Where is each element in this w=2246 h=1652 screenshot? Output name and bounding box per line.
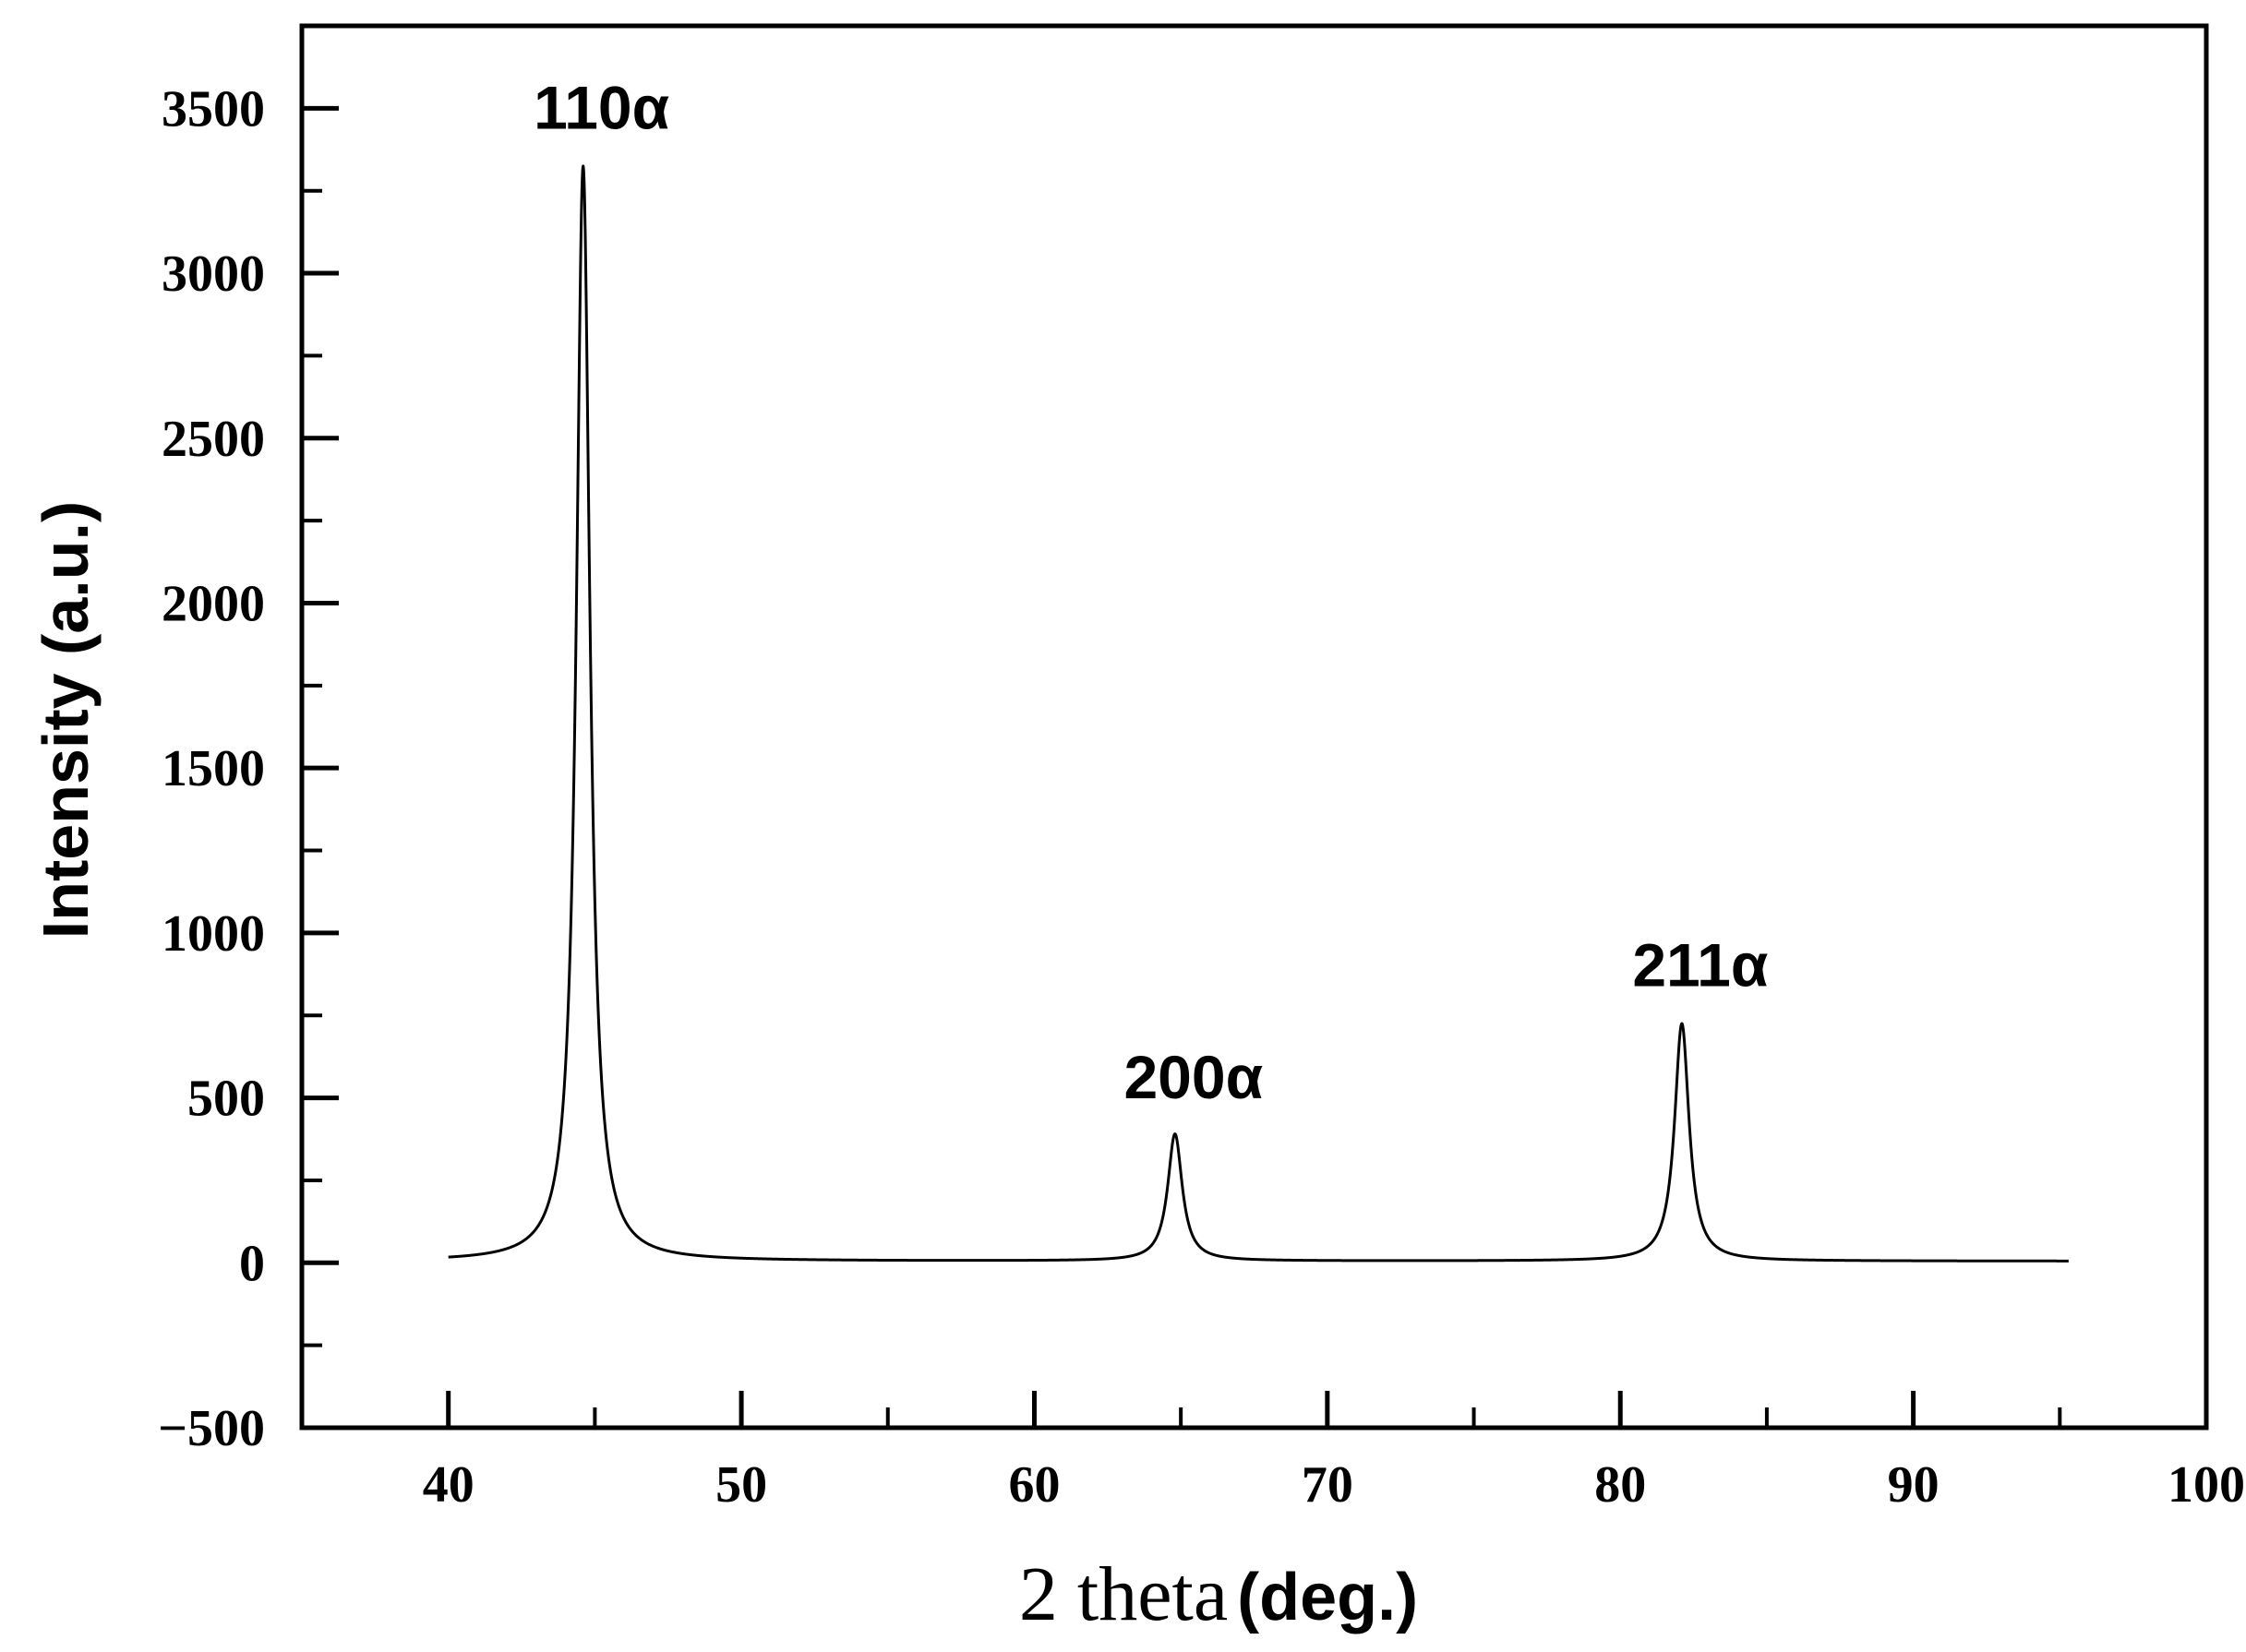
peak-annotation: 110α [534, 73, 669, 141]
x-axis-ticks: 40 50 60 70 80 90 100 [423, 1391, 2245, 1514]
y-axis-label: Intensity (a.u.) [30, 501, 102, 939]
y-tick-label: 1000 [162, 905, 265, 963]
x-axis-label: 2 theta (deg.) [1019, 1551, 1418, 1637]
y-tick-label: 500 [187, 1071, 265, 1128]
y-axis-ticks: −500 0 500 1000 1500 2000 2500 3000 3500 [158, 80, 339, 1457]
plot-frame [299, 23, 2209, 1431]
x-tick-label: 70 [1302, 1456, 1353, 1514]
y-tick-label: 2000 [162, 575, 265, 632]
y-tick-label: 1500 [162, 740, 265, 797]
x-tick-label: 60 [1008, 1456, 1060, 1514]
peak-annotation: 211α [1632, 931, 1768, 1000]
x-tick-label: 40 [423, 1456, 474, 1514]
y-tick-label: 2500 [162, 411, 265, 468]
x-axis-label-unit: (deg.) [1237, 1561, 1418, 1634]
x-tick-label: 90 [1888, 1456, 1940, 1514]
y-tick-label: 3000 [162, 245, 265, 303]
x-tick-label: 100 [2168, 1456, 2245, 1514]
x-tick-label: 50 [715, 1456, 767, 1514]
x-axis-label-quantity: 2 theta [1019, 1551, 1228, 1637]
y-tick-label: −500 [158, 1400, 265, 1457]
peak-annotation: 200α [1123, 1043, 1263, 1111]
series-line [447, 164, 2071, 1263]
x-tick-label: 80 [1594, 1456, 1646, 1514]
y-tick-label: 3500 [162, 80, 265, 138]
peak-annotations: 110α 200α 211α [534, 73, 1768, 1111]
y-tick-label: 0 [239, 1235, 265, 1292]
